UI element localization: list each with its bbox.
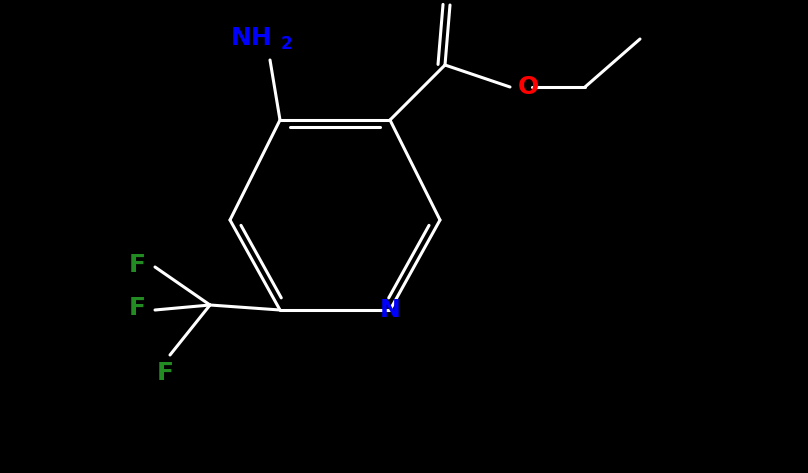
Text: F: F [157, 361, 174, 385]
Text: O: O [517, 75, 539, 99]
Text: 2: 2 [280, 35, 292, 53]
Text: F: F [128, 296, 145, 320]
Text: N: N [380, 298, 401, 322]
Text: NH: NH [231, 26, 273, 50]
Text: F: F [128, 253, 145, 277]
